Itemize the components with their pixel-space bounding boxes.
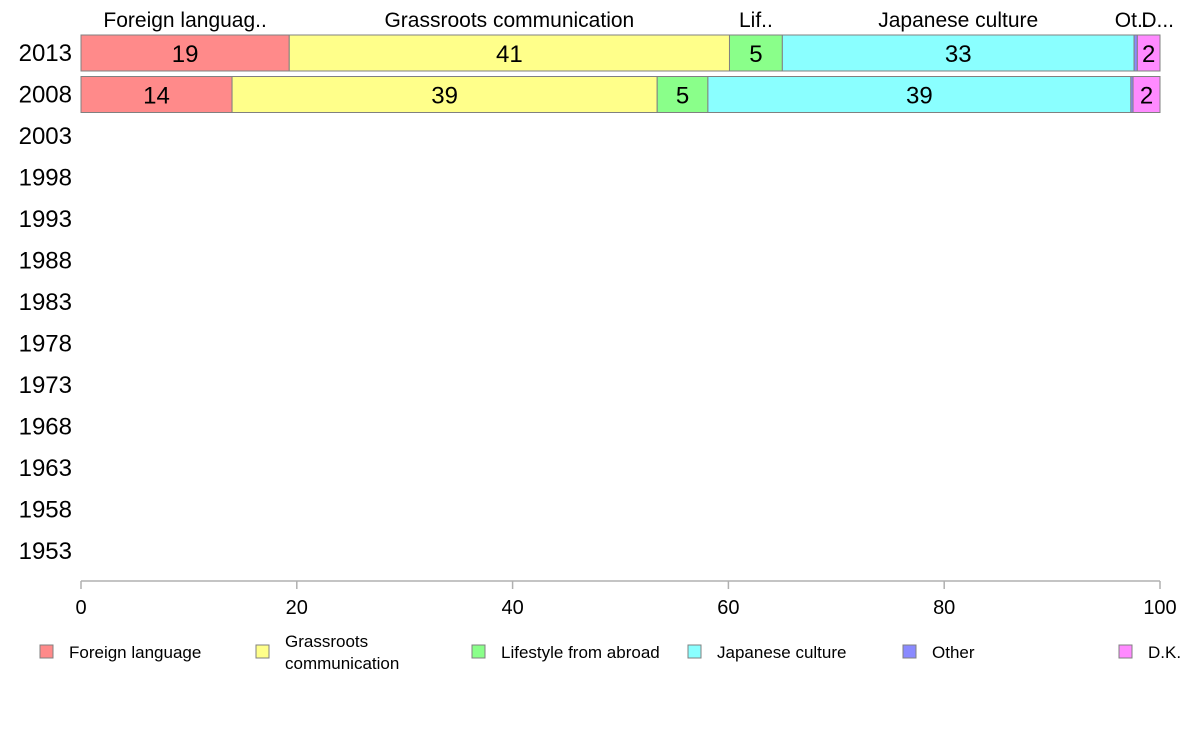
bar-value-label: 14 xyxy=(143,83,170,110)
x-tick-label: 20 xyxy=(286,597,308,619)
legend-label: communication xyxy=(285,654,399,673)
x-tick-label: 100 xyxy=(1143,597,1176,619)
y-tick-label: 2003 xyxy=(19,123,72,150)
y-tick-label: 1953 xyxy=(19,538,72,565)
legend-label: Lifestyle from abroad xyxy=(501,643,660,662)
y-tick-label: 1988 xyxy=(19,248,72,275)
bar-segment xyxy=(288,34,730,72)
legend-swatch xyxy=(39,644,54,659)
y-tick-label: 1978 xyxy=(19,331,72,358)
bar-value-label: 41 xyxy=(496,41,523,68)
y-tick-label: 1973 xyxy=(19,372,72,399)
bar-value-label: 33 xyxy=(945,41,972,68)
segment-header-label: D... xyxy=(1141,9,1174,32)
segment-header-label: Foreign languag.. xyxy=(103,9,266,32)
legend-label: Japanese culture xyxy=(717,643,846,662)
legend-swatch xyxy=(471,644,486,659)
bar-value-label: 2 xyxy=(1140,83,1153,110)
legend-label: D.K. xyxy=(1148,643,1181,662)
bar-segment xyxy=(231,76,658,113)
x-tick-label: 0 xyxy=(75,597,86,619)
x-tick-label: 80 xyxy=(933,597,955,619)
y-tick-label: 1993 xyxy=(19,206,72,233)
y-tick-label: 2008 xyxy=(19,82,72,109)
bar-segment xyxy=(1136,34,1161,72)
legend-swatch xyxy=(687,644,702,659)
x-tick-label: 40 xyxy=(501,597,523,619)
bar-segment xyxy=(80,76,233,113)
legend-swatch xyxy=(902,644,917,659)
legend-swatch xyxy=(255,644,270,659)
bar-value-label: 39 xyxy=(431,83,458,110)
legend-label: Grassroots xyxy=(285,632,368,651)
bars-layer: 19 41 5 33 2 14 39 5 39 2 xyxy=(80,34,1161,113)
segment-header-labels: Foreign languag.. Grassroots communicatio… xyxy=(103,9,1174,32)
y-axis-labels: 2013 2008 2003 1998 1993 1988 1983 1978 1973 1968… xyxy=(19,40,72,565)
x-axis: 0 20 40 60 80 100 xyxy=(75,580,1177,619)
legend-label: Other xyxy=(932,643,975,662)
legend-label: Foreign language xyxy=(69,643,201,662)
segment-header-label: Lif.. xyxy=(739,9,773,32)
legend: Foreign language Grassroots communication L… xyxy=(39,632,1181,673)
bar-segment xyxy=(1132,76,1161,113)
y-tick-label: 1958 xyxy=(19,497,72,524)
bar-segment xyxy=(656,76,709,113)
bar-value-label: 39 xyxy=(906,83,933,110)
y-tick-label: 1963 xyxy=(19,455,72,482)
x-tick-label: 60 xyxy=(717,597,739,619)
y-tick-label: 2013 xyxy=(19,40,72,67)
segment-header-label: Grassroots communication xyxy=(384,9,634,32)
bar-segment xyxy=(707,76,1132,113)
y-tick-label: 1968 xyxy=(19,414,72,441)
bar-value-label: 5 xyxy=(676,83,689,110)
y-tick-label: 1998 xyxy=(19,165,72,192)
bar-value-label: 5 xyxy=(749,41,762,68)
bar-value-label: 19 xyxy=(172,41,199,68)
y-tick-label: 1983 xyxy=(19,289,72,316)
bar-value-label: 2 xyxy=(1142,41,1155,68)
legend-swatch xyxy=(1118,644,1133,659)
segment-header-label: Japanese culture xyxy=(878,9,1038,32)
segment-header-label: Ot.. xyxy=(1115,9,1149,32)
